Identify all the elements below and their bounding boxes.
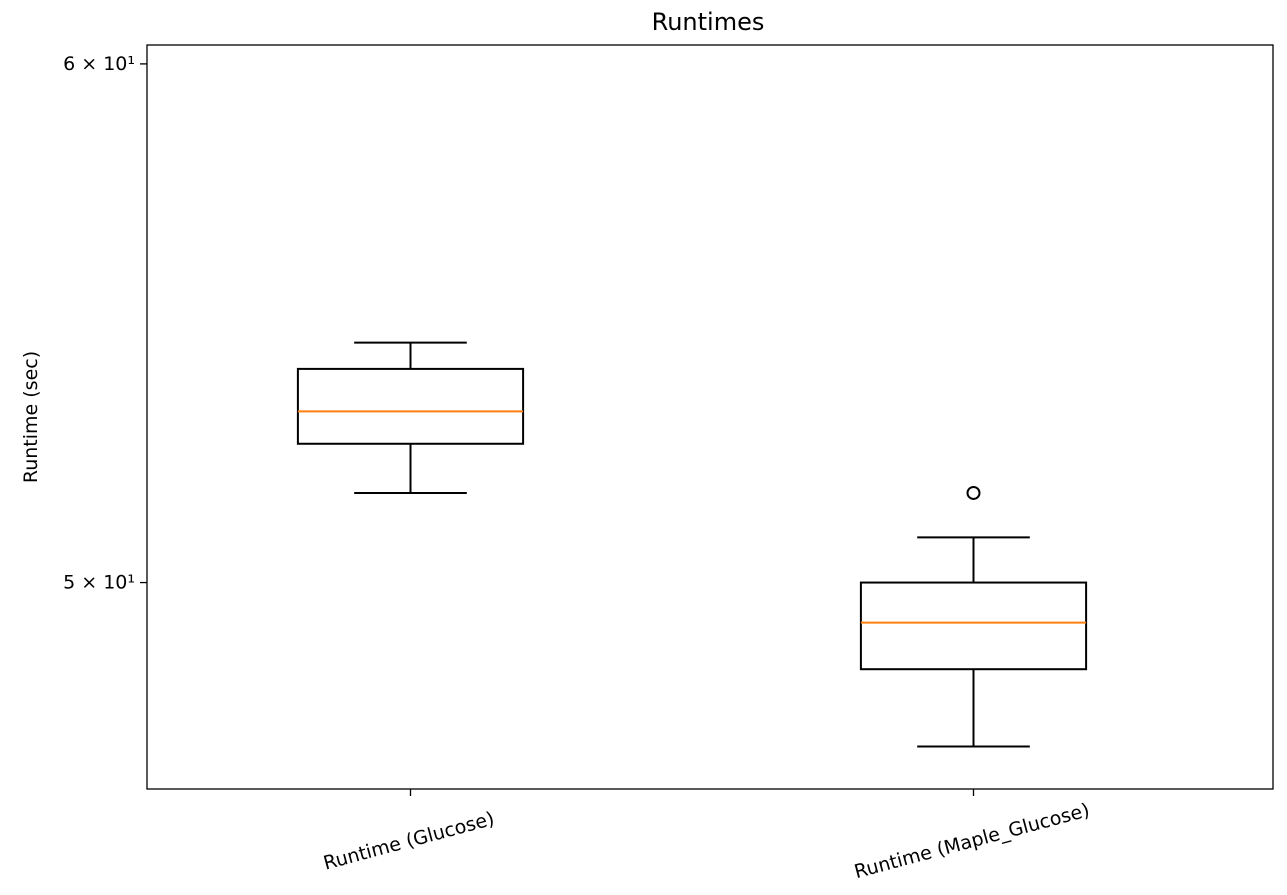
x-tick-label-0: Runtime (Glucose) (321, 808, 497, 875)
outlier-1-0 (966, 485, 981, 500)
box-1 (859, 581, 1088, 671)
y-tick-label-0: 5 × 10¹ (63, 572, 135, 594)
box-0 (296, 367, 525, 445)
y-axis-label: Runtime (sec) (20, 351, 42, 483)
chart-marks: 5 × 10¹ 6 × 10¹ Runtime (Glucose) Runtime (… (63, 53, 1092, 883)
plot-area-frame (146, 44, 1274, 790)
chart-title: Runtimes (652, 8, 765, 36)
y-tick-label-1: 6 × 10¹ (63, 53, 135, 75)
x-tick-label-1: Runtime (Maple_Glucose) (852, 799, 1092, 883)
